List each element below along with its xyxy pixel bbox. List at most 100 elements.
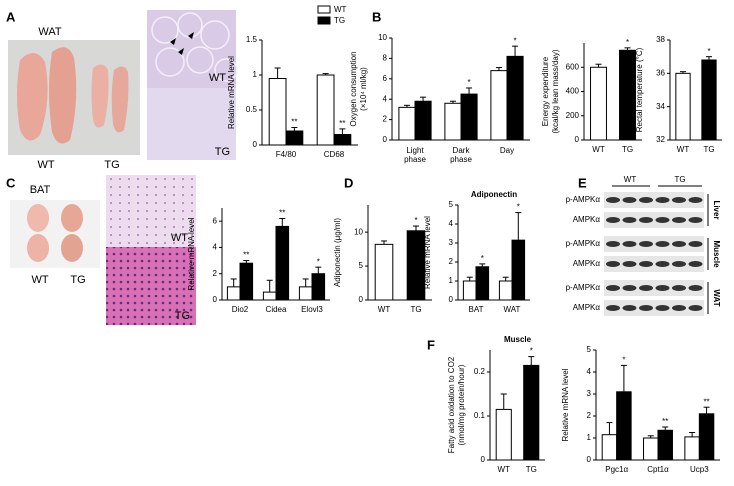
photo-label: TG — [175, 310, 190, 322]
blot-strip — [604, 192, 704, 208]
y-tick-label: 2 — [449, 257, 454, 266]
blot-band — [655, 217, 670, 223]
photo-label: TG — [70, 274, 85, 286]
x-tick-label: Pgc1α — [605, 465, 628, 474]
y-tick-label: 0 — [383, 135, 388, 144]
y-axis-unit: (kcal/kg lean mass/day) — [551, 49, 560, 133]
chart-title: Muscle — [504, 335, 532, 344]
y-tick-label: 10 — [354, 227, 363, 236]
blot-band — [606, 305, 620, 311]
blot-band — [688, 197, 703, 203]
bar — [298, 286, 313, 301]
x-tick-label: Light phase — [404, 146, 426, 164]
bar — [414, 100, 432, 141]
bar — [226, 286, 241, 301]
bar — [643, 437, 659, 461]
x-tick-label: Dark phase — [450, 146, 472, 164]
x-tick-label: CD68 — [324, 150, 345, 159]
y-tick-label: 400 — [566, 87, 580, 96]
bar — [523, 364, 540, 461]
panel-letter: D — [344, 175, 353, 190]
blot-band — [622, 305, 637, 311]
y-tick-label: 1 — [449, 276, 454, 285]
blot-band — [639, 241, 653, 247]
bar — [316, 74, 335, 146]
y-tick-label: 8 — [383, 54, 388, 63]
blot-strip — [604, 256, 704, 272]
histology-a — [147, 10, 238, 160]
blot-row-label: AMPKα — [573, 303, 601, 312]
y-tick-label: 0 — [575, 135, 580, 144]
bar — [701, 59, 717, 141]
blot-row-label: p-AMPKα — [566, 239, 601, 248]
x-tick-label: TG — [622, 145, 633, 154]
y-tick-label: 3 — [587, 389, 592, 398]
y-tick-label: 6 — [213, 216, 218, 225]
western-blot: WT TG p-AMPKα AMPKα p-AMPKα AMPKα p-AMPKα AMPKα… — [566, 175, 721, 316]
x-tick-label: WT — [592, 145, 605, 154]
blot-band — [606, 217, 620, 223]
significance: * — [481, 254, 484, 263]
blot-tissue: Muscle — [712, 240, 721, 268]
x-tick-label: Light phase — [404, 146, 426, 164]
bar — [398, 106, 416, 141]
blot-band — [655, 261, 670, 267]
y-axis-label: Oxygen consumption — [349, 51, 358, 126]
y-tick-label: 10 — [378, 33, 387, 42]
x-tick-label: Ucp3 — [690, 465, 709, 474]
panel-letter: E — [578, 175, 587, 190]
blot-strip — [604, 236, 704, 252]
bar — [475, 266, 490, 301]
legend-swatch — [317, 5, 331, 14]
blot-band — [688, 241, 703, 247]
blot-band — [606, 285, 620, 291]
legend-swatch — [317, 16, 331, 25]
x-tick-label: TG — [703, 145, 714, 154]
blot-row-label: p-AMPKα — [566, 283, 601, 292]
panel-letter: C — [6, 175, 16, 190]
legend-label: TG — [334, 16, 345, 25]
significance: * — [622, 356, 625, 365]
y-tick-label: 0 — [481, 455, 486, 464]
bar — [275, 225, 290, 301]
y-tick-label: 38 — [656, 35, 665, 44]
bar — [268, 78, 287, 146]
blot-band — [639, 261, 653, 267]
bar — [698, 413, 715, 461]
bar — [511, 239, 526, 301]
blot-tissue: WAT — [712, 289, 721, 306]
photo-label: WT — [171, 232, 188, 244]
bar — [675, 72, 691, 141]
blot-strip — [604, 212, 704, 228]
bar — [590, 66, 607, 141]
y-tick-label: 5 — [449, 200, 454, 209]
wat-photo — [8, 40, 140, 155]
blot-band — [672, 197, 686, 203]
y-tick-label: 0.1 — [474, 411, 486, 420]
blot-band — [655, 285, 670, 291]
blot-band — [672, 305, 686, 311]
panel-letter: F — [427, 337, 435, 352]
blot-band — [639, 217, 653, 223]
blot-band — [622, 197, 637, 203]
blot-band — [672, 261, 686, 267]
x-tick-label: TG — [526, 465, 537, 474]
y-tick-label: 0 — [587, 455, 592, 464]
y-tick-label: 0 — [213, 295, 218, 304]
significance: ** — [279, 209, 285, 218]
blot-row-label: AMPKα — [573, 215, 601, 224]
y-tick-label: 0 — [253, 140, 258, 149]
x-tick-label: Elovl3 — [301, 305, 323, 314]
x-tick-label: Cpt1α — [647, 465, 669, 474]
blot-band — [622, 285, 637, 291]
x-tick-label: WT — [378, 305, 391, 314]
bar — [333, 134, 352, 146]
blot-band — [688, 261, 703, 267]
blot-row-label: p-AMPKα — [566, 195, 601, 204]
y-axis-unit: (nmol/mg protein/hour) — [457, 364, 466, 445]
blot-band — [672, 241, 686, 247]
histology-c — [106, 175, 196, 325]
significance: ** — [243, 251, 249, 260]
bar — [495, 408, 512, 461]
x-tick-label: Dark phase — [450, 146, 472, 164]
